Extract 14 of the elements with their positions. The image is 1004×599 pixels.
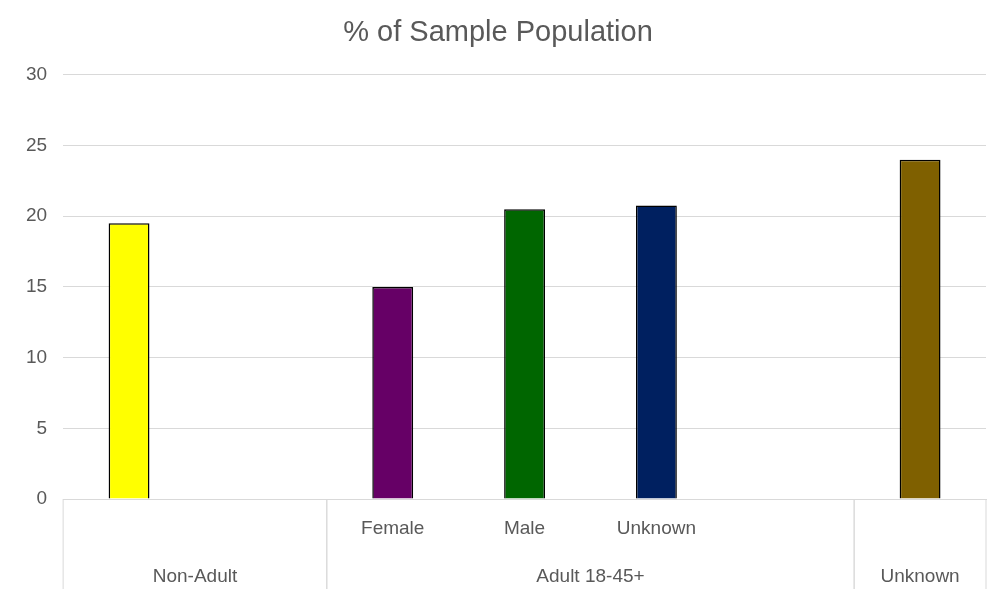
- y-tick-label: 25: [25, 133, 48, 155]
- x-tick-label: Unknown: [616, 516, 697, 538]
- chart-title: % of Sample Population: [343, 15, 653, 48]
- x-tick-label: Male: [503, 516, 546, 538]
- text: Adult 18-45+: [536, 565, 645, 587]
- text: Unknown: [880, 565, 960, 587]
- y-tick-label: 15: [25, 275, 48, 297]
- x-tick-label: Female: [361, 516, 425, 538]
- y-tick-label: 5: [36, 416, 48, 438]
- y-tick-label: 0: [36, 487, 48, 509]
- y-tick-label: 30: [25, 63, 48, 85]
- y-tick-label: 10: [25, 345, 48, 367]
- text: Non-Adult: [152, 565, 238, 587]
- y-tick-label: 20: [25, 204, 48, 226]
